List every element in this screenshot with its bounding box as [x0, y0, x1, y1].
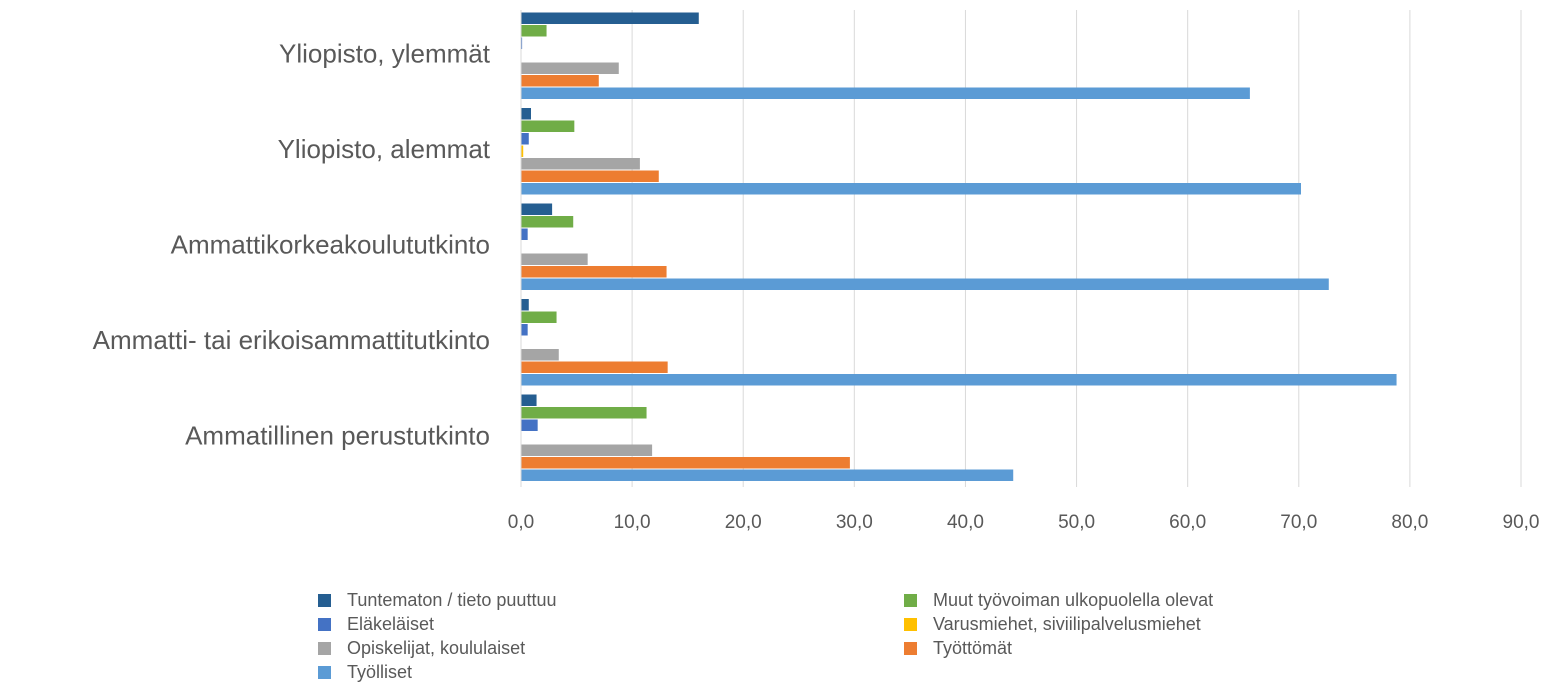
legend-item-tyolliset: Työlliset [318, 662, 412, 683]
bar-tyottomat-ammattikorkeakoulututkinto [521, 266, 667, 278]
bar-tyolliset-ammatti-tai-erikoisammattitutkinto [521, 374, 1397, 386]
legend-item-varusmiehet-siviilipalvelusmiehet: Varusmiehet, siviilipalvelusmiehet [904, 614, 1201, 635]
legend-swatch [318, 666, 331, 679]
bar-elakelaiset-ammatillinen-perustutkinto [521, 419, 538, 431]
legend-label: Varusmiehet, siviilipalvelusmiehet [933, 614, 1201, 634]
category-label-ammattikorkeakoulututkinto: Ammattikorkeakoulututkinto [171, 229, 490, 259]
x-tick-label: 30,0 [836, 512, 873, 533]
x-tick-label: 70,0 [1280, 512, 1317, 533]
legend-swatch [904, 618, 917, 631]
x-tick-label: 90,0 [1503, 512, 1540, 533]
bar-opiskelijat-koululaiset-ammattikorkeakoulututkinto [521, 253, 588, 265]
bar-elakelaiset-yliopisto-ylemmat [521, 37, 523, 49]
legend-label: Työttömät [933, 638, 1013, 658]
legend-item-opiskelijat-koululaiset: Opiskelijat, koululaiset [318, 638, 525, 659]
category-label-ammatti-tai-erikoisammattitutkinto: Ammatti- tai erikoisammattitutkinto [93, 325, 490, 355]
bar-elakelaiset-ammattikorkeakoulututkinto [521, 228, 528, 240]
legend-item-tyottomat: Työttömät [904, 638, 1012, 659]
bar-opiskelijat-koululaiset-ammatti-tai-erikoisammattitutkinto [521, 349, 559, 361]
bar-tyottomat-ammatillinen-perustutkinto [521, 457, 850, 469]
bar-elakelaiset-yliopisto-alemmat [521, 133, 529, 145]
x-tick-label: 60,0 [1169, 512, 1206, 533]
bar-muut-tyovoiman-ulkopuolella-olevat-ammattikorkeakoulututkinto [521, 216, 574, 228]
bar-varusmiehet-siviilipalvelusmiehet-yliopisto-alemmat [521, 145, 524, 157]
bar-muut-tyovoiman-ulkopuolella-olevat-yliopisto-ylemmat [521, 25, 547, 37]
bar-chart: 0,0 10,0 20,0 30,0 40,0 50,0 60,0 70,0 80,0 90,0 A… [93, 10, 1540, 533]
legend-item-elakelaiset: Eläkeläiset [318, 614, 434, 635]
legend-item-muut-tyovoiman-ulkopuolella-olevat: Muut työvoiman ulkopuolella olevat [904, 590, 1213, 611]
x-tick-label: 50,0 [1058, 512, 1095, 533]
chart-legend: Tuntematon / tieto puuttuu Muut työvoiman… [318, 590, 1518, 684]
bar-muut-tyovoiman-ulkopuolella-olevat-yliopisto-alemmat [521, 120, 575, 132]
x-tick-label: 0,0 [508, 512, 534, 533]
category-label-ammatillinen-perustutkinto: Ammatillinen perustutkinto [185, 420, 490, 450]
bar-elakelaiset-ammatti-tai-erikoisammattitutkinto [521, 324, 528, 336]
bar-tuntematon-tieto-puuttuu-ammatti-tai-erikoisammattitutkinto [521, 299, 529, 311]
bar-opiskelijat-koululaiset-ammatillinen-perustutkinto [521, 444, 653, 456]
bar-tyottomat-ammatti-tai-erikoisammattitutkinto [521, 361, 668, 373]
bar-muut-tyovoiman-ulkopuolella-olevat-ammatti-tai-erikoisammattitutkinto [521, 311, 557, 323]
bar-tyolliset-ammattikorkeakoulututkinto [521, 278, 1329, 290]
x-tick-label: 80,0 [1391, 512, 1428, 533]
x-tick-label: 20,0 [725, 512, 762, 533]
category-label-yliopisto-ylemmat: Yliopisto, ylemmät [279, 38, 491, 68]
bar-opiskelijat-koululaiset-yliopisto-alemmat [521, 158, 640, 170]
legend-label: Muut työvoiman ulkopuolella olevat [933, 590, 1214, 610]
bar-tyottomat-yliopisto-alemmat [521, 170, 659, 182]
legend-label: Työlliset [347, 662, 413, 682]
legend-swatch [318, 642, 331, 655]
legend-label: Eläkeläiset [347, 614, 435, 634]
bar-tuntematon-tieto-puuttuu-yliopisto-ylemmat [521, 12, 699, 24]
bar-tuntematon-tieto-puuttuu-ammatillinen-perustutkinto [521, 394, 537, 406]
x-tick-label: 10,0 [614, 512, 651, 533]
legend-label: Opiskelijat, koululaiset [347, 638, 526, 658]
bar-muut-tyovoiman-ulkopuolella-olevat-ammatillinen-perustutkinto [521, 407, 647, 419]
legend-swatch [904, 642, 917, 655]
bar-tyottomat-yliopisto-ylemmat [521, 75, 599, 87]
bar-tyolliset-ammatillinen-perustutkinto [521, 469, 1014, 481]
legend-swatch [318, 618, 331, 631]
legend-swatch [904, 594, 917, 607]
bar-tyolliset-yliopisto-alemmat [521, 183, 1301, 195]
bar-tyolliset-yliopisto-ylemmat [521, 87, 1250, 99]
legend-swatch [318, 594, 331, 607]
bar-tuntematon-tieto-puuttuu-ammattikorkeakoulututkinto [521, 203, 553, 215]
x-tick-label: 40,0 [947, 512, 984, 533]
legend-label: Tuntematon / tieto puuttuu [347, 590, 557, 610]
bar-opiskelijat-koululaiset-yliopisto-ylemmat [521, 62, 619, 74]
legend-item-tuntematon-tieto-puuttuu: Tuntematon / tieto puuttuu [318, 590, 556, 611]
bar-tuntematon-tieto-puuttuu-yliopisto-alemmat [521, 108, 531, 120]
category-label-yliopisto-alemmat: Yliopisto, alemmat [278, 134, 491, 164]
